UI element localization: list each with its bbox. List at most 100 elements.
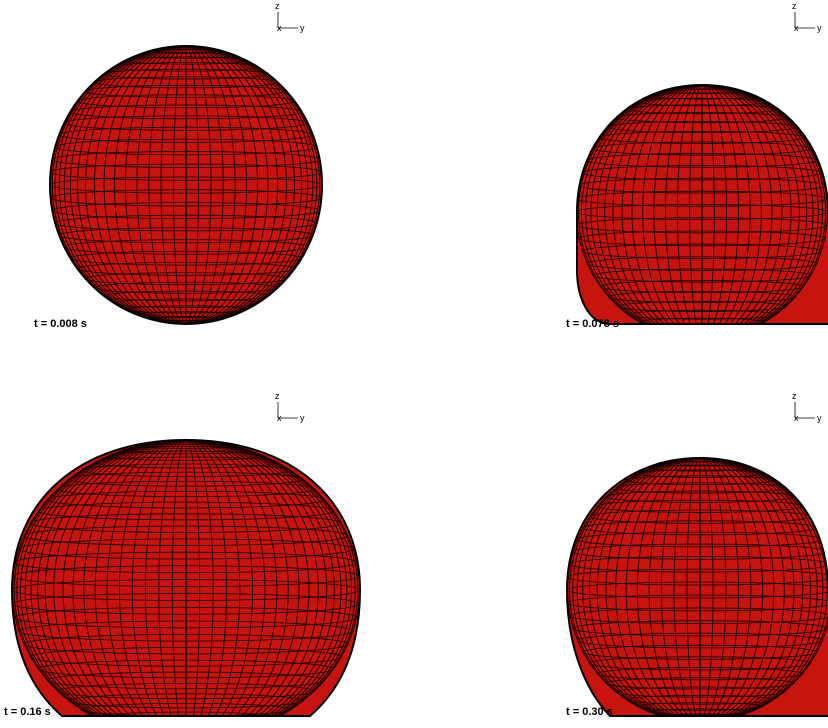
mesh-meridian — [689, 85, 715, 324]
mesh-meridian — [20, 440, 352, 716]
mesh-meridian — [144, 440, 228, 716]
mesh-parallel — [46, 490, 326, 509]
droplet-outline-3 — [10, 438, 362, 717]
mesh-meridian — [604, 85, 800, 324]
mesh-meridian — [83, 440, 289, 716]
mesh-parallel — [57, 682, 315, 700]
axis-triad-3: z x y — [275, 391, 305, 423]
mesh-meridian — [673, 458, 727, 716]
mesh-meridian — [69, 46, 303, 324]
axis-y-label: y — [817, 413, 822, 423]
axis-z-label: z — [792, 1, 797, 11]
mesh-parallel — [689, 338, 715, 340]
droplet-outline-4 — [565, 456, 828, 717]
mesh-meridian — [636, 458, 764, 716]
axis-x-label: x — [794, 23, 799, 33]
mesh-meridian — [653, 85, 751, 324]
mesh-meridian — [171, 440, 201, 716]
mesh-meridian — [173, 46, 199, 324]
mesh-parallel — [599, 280, 805, 294]
mesh-parallel — [674, 718, 726, 721]
axis-z-label: z — [275, 1, 280, 11]
mesh-meridian — [62, 440, 310, 716]
mesh-parallel — [57, 480, 315, 498]
droplet-panel-2 — [576, 83, 828, 340]
droplet-panel-1 — [49, 45, 323, 325]
mesh-meridian — [54, 46, 318, 324]
mesh-parallel — [68, 693, 304, 709]
mesh-parallel — [625, 475, 775, 486]
time-label-2: t = 0.078 s — [566, 318, 619, 330]
mesh-meridian — [660, 458, 740, 716]
axis-y-label: y — [817, 23, 822, 33]
mesh-parallel — [676, 335, 728, 338]
mesh-parallel — [582, 644, 818, 660]
mesh-meridian — [605, 458, 795, 716]
mesh-meridian — [58, 46, 314, 324]
mesh-meridian — [24, 440, 348, 716]
mesh-meridian — [596, 458, 804, 716]
mesh-parallel — [37, 501, 335, 521]
axis-x-label: x — [794, 413, 799, 423]
axis-x-label: x — [277, 413, 282, 423]
mesh-meridian — [77, 46, 295, 324]
mesh-parallel — [577, 204, 828, 220]
mesh-meridian — [569, 458, 828, 716]
mesh-parallel — [18, 538, 354, 560]
droplet-panel-3 — [10, 438, 362, 717]
mesh-parallel — [687, 721, 713, 723]
mesh-parallel — [14, 606, 358, 629]
mesh-parallel — [660, 713, 740, 716]
mesh-meridian — [103, 46, 269, 324]
mesh-parallel — [636, 702, 764, 711]
mesh-meridian — [677, 85, 727, 324]
mesh-meridian — [16, 440, 356, 716]
mesh-parallel — [137, 442, 235, 449]
mesh-parallel — [576, 632, 824, 649]
mesh-meridian — [63, 46, 309, 324]
droplet-outline-2 — [576, 83, 828, 325]
mesh-meridian — [37, 440, 335, 716]
mesh-parallel — [12, 579, 360, 601]
mesh-parallel — [37, 659, 335, 679]
mesh-parallel — [23, 525, 349, 546]
mesh-parallel — [23, 634, 349, 655]
mesh-parallel — [68, 471, 304, 487]
axis-triad-4: z x y — [792, 391, 822, 423]
axis-x-label: x — [277, 23, 282, 33]
mesh-parallel — [663, 330, 741, 335]
mesh-parallel — [572, 620, 828, 637]
mesh-parallel — [627, 309, 777, 320]
mesh-meridian — [72, 440, 300, 716]
mesh-parallel — [108, 450, 264, 461]
axis-z-label: z — [792, 391, 797, 401]
mesh-parallel — [615, 686, 785, 698]
mesh-parallel — [569, 607, 828, 624]
time-label-1: t = 0.008 s — [34, 318, 87, 330]
mesh-parallel — [625, 694, 775, 705]
time-label-3: t = 0.16 s — [4, 706, 51, 718]
mesh-meridian — [648, 458, 752, 716]
mesh-parallel — [94, 711, 278, 716]
mesh-parallel — [586, 256, 818, 271]
mesh-meridian — [576, 458, 824, 716]
mesh-meridian — [615, 458, 785, 716]
mesh-meridian — [13, 440, 359, 716]
mesh-parallel — [651, 325, 753, 331]
mesh-parallel — [605, 677, 795, 690]
mesh-meridian — [625, 458, 775, 716]
mesh-meridian — [93, 46, 279, 324]
droplet-mesh-3 — [12, 440, 360, 716]
mesh-meridian — [631, 85, 773, 324]
mesh-meridian — [44, 440, 328, 716]
mesh-parallel — [581, 243, 823, 259]
mesh-meridian — [581, 85, 823, 324]
mesh-meridian — [589, 458, 811, 716]
axis-y-label: y — [300, 413, 305, 423]
mesh-parallel — [577, 217, 828, 234]
mesh-parallel — [592, 268, 812, 283]
mesh-meridian — [85, 46, 287, 324]
mesh-parallel — [617, 300, 787, 312]
mesh-parallel — [122, 445, 250, 455]
mesh-meridian — [665, 85, 739, 324]
